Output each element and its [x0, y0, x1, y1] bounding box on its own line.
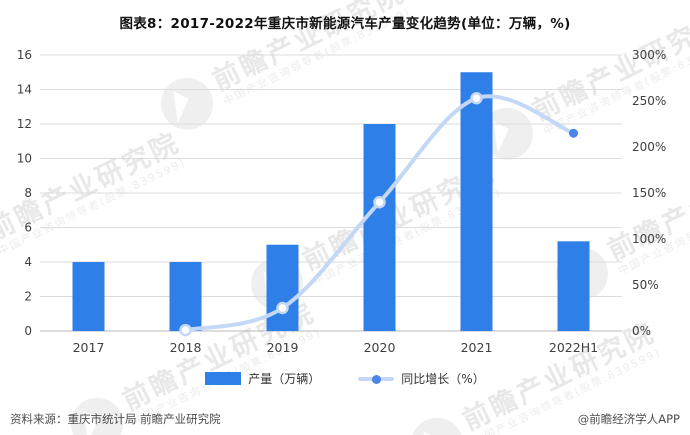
left-axis-tick: 4 — [24, 255, 32, 269]
x-axis-label: 2017 — [73, 340, 105, 355]
credit-text: @前瞻经济学人APP — [577, 412, 680, 426]
growth-marker — [179, 323, 192, 337]
legend-item-growth: 同比增长（%） — [358, 370, 485, 387]
bar-2018 — [169, 262, 202, 331]
x-axis-label: 2021 — [461, 340, 493, 355]
growth-marker — [373, 195, 386, 209]
bar-2020 — [363, 124, 396, 331]
left-axis-tick: 2 — [24, 290, 32, 304]
left-axis-tick: 16 — [17, 48, 32, 62]
bar-2022H1 — [557, 241, 590, 331]
x-axis-label: 2019 — [267, 340, 299, 355]
left-axis-tick: 0 — [24, 324, 32, 338]
x-axis-label: 2022H1 — [549, 340, 598, 355]
growth-marker — [470, 91, 483, 105]
left-axis-tick: 8 — [24, 186, 32, 200]
x-axis-label: 2018 — [170, 340, 202, 355]
legend: 产量（万辆） 同比增长（%） — [0, 370, 690, 387]
growth-end-marker — [569, 128, 578, 138]
right-axis-tick: 300% — [632, 48, 666, 62]
bar-2017 — [72, 262, 105, 331]
left-axis-tick: 12 — [17, 117, 32, 131]
left-axis-tick: 14 — [17, 83, 32, 97]
line-swatch-icon — [358, 372, 395, 385]
right-axis-tick: 150% — [632, 186, 666, 200]
bar-2019 — [266, 244, 299, 331]
footer: 资料来源：重庆市统计局 前瞻产业研究院 @前瞻经济学人APP — [0, 411, 690, 427]
legend-label-growth: 同比增长（%） — [401, 372, 485, 386]
right-axis-tick: 50% — [632, 278, 659, 292]
bar-2021 — [460, 72, 493, 331]
legend-item-production: 产量（万辆） — [205, 370, 320, 387]
left-axis-tick: 6 — [24, 221, 32, 235]
legend-label-production: 产量（万辆） — [248, 372, 321, 386]
right-axis-tick: 0% — [632, 324, 651, 338]
growth-marker — [276, 301, 289, 315]
chart-title: 图表8：2017-2022年重庆市新能源汽车产量变化趋势(单位：万辆，%) — [119, 16, 571, 32]
right-axis-tick: 100% — [632, 232, 666, 246]
right-axis-tick: 200% — [632, 140, 666, 154]
right-axis-tick: 250% — [632, 94, 666, 108]
bar-swatch-icon — [205, 372, 242, 385]
source-text: 资料来源：重庆市统计局 前瞻产业研究院 — [10, 412, 221, 426]
x-axis-label: 2020 — [364, 340, 396, 355]
left-axis-tick: 10 — [17, 152, 32, 166]
